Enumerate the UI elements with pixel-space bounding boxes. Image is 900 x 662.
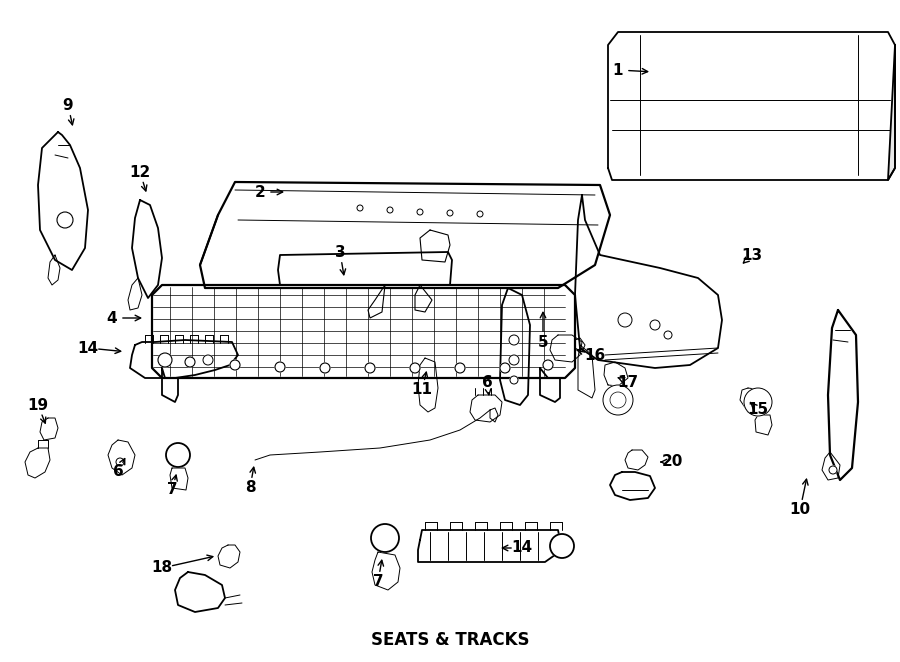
Circle shape	[447, 210, 453, 216]
Polygon shape	[575, 338, 585, 352]
Text: 15: 15	[747, 402, 769, 418]
Text: SEATS & TRACKS: SEATS & TRACKS	[371, 631, 529, 649]
Polygon shape	[470, 395, 502, 422]
Circle shape	[550, 534, 574, 558]
Circle shape	[455, 363, 465, 373]
Circle shape	[509, 335, 519, 345]
Circle shape	[158, 353, 172, 367]
Polygon shape	[418, 358, 438, 412]
Polygon shape	[368, 285, 385, 318]
Circle shape	[203, 355, 213, 365]
Polygon shape	[175, 572, 225, 612]
Text: 6: 6	[482, 375, 492, 389]
Text: 20: 20	[662, 455, 683, 469]
Circle shape	[477, 211, 483, 217]
Polygon shape	[608, 32, 895, 180]
Polygon shape	[372, 552, 400, 590]
Polygon shape	[888, 45, 895, 180]
Text: 13: 13	[742, 248, 762, 263]
Circle shape	[387, 207, 393, 213]
Text: 7: 7	[166, 483, 177, 498]
Polygon shape	[500, 288, 530, 405]
Circle shape	[618, 313, 632, 327]
Polygon shape	[218, 545, 240, 568]
Polygon shape	[578, 345, 595, 398]
Circle shape	[509, 355, 519, 365]
Polygon shape	[278, 252, 452, 285]
Polygon shape	[540, 368, 560, 402]
Circle shape	[116, 458, 124, 466]
Text: 9: 9	[63, 97, 73, 113]
Text: 18: 18	[151, 561, 173, 575]
Circle shape	[510, 376, 518, 384]
Circle shape	[650, 320, 660, 330]
Circle shape	[664, 331, 672, 339]
Circle shape	[500, 363, 510, 373]
Text: 14: 14	[511, 540, 533, 555]
Polygon shape	[575, 195, 722, 368]
Circle shape	[744, 388, 772, 416]
Polygon shape	[170, 468, 188, 490]
Circle shape	[230, 360, 240, 370]
Polygon shape	[418, 530, 562, 562]
Circle shape	[410, 363, 420, 373]
Polygon shape	[822, 452, 840, 480]
Text: 10: 10	[789, 502, 811, 518]
Circle shape	[417, 209, 423, 215]
Polygon shape	[420, 230, 450, 262]
Text: 17: 17	[617, 375, 639, 389]
Polygon shape	[162, 368, 178, 402]
Text: 12: 12	[130, 164, 150, 179]
Text: 16: 16	[584, 348, 606, 363]
Circle shape	[371, 524, 399, 552]
Circle shape	[166, 443, 190, 467]
Text: 3: 3	[335, 244, 346, 260]
Polygon shape	[132, 200, 162, 298]
Polygon shape	[40, 418, 58, 440]
Text: 4: 4	[107, 310, 117, 326]
Circle shape	[365, 363, 375, 373]
Polygon shape	[610, 472, 655, 500]
Polygon shape	[48, 255, 60, 285]
Polygon shape	[490, 408, 498, 422]
Polygon shape	[25, 448, 50, 478]
Polygon shape	[130, 340, 238, 378]
Text: 6: 6	[112, 465, 123, 479]
Text: 11: 11	[411, 383, 433, 397]
Polygon shape	[755, 415, 772, 435]
Circle shape	[357, 205, 363, 211]
Text: 8: 8	[245, 481, 256, 495]
Text: 14: 14	[77, 340, 99, 355]
Circle shape	[829, 466, 837, 474]
Circle shape	[275, 362, 285, 372]
Text: 1: 1	[613, 62, 623, 77]
Circle shape	[57, 212, 73, 228]
Circle shape	[543, 360, 553, 370]
Polygon shape	[415, 285, 432, 312]
Polygon shape	[38, 132, 88, 270]
Polygon shape	[128, 278, 142, 310]
Text: 19: 19	[27, 397, 49, 412]
Polygon shape	[604, 362, 628, 386]
Polygon shape	[108, 440, 135, 475]
Polygon shape	[625, 450, 648, 470]
Polygon shape	[152, 285, 575, 378]
Polygon shape	[550, 335, 582, 362]
Polygon shape	[200, 182, 610, 288]
Text: 7: 7	[373, 575, 383, 589]
Polygon shape	[828, 310, 858, 480]
Circle shape	[610, 392, 626, 408]
Text: 2: 2	[255, 185, 266, 199]
Circle shape	[185, 357, 195, 367]
Text: 5: 5	[537, 334, 548, 350]
Circle shape	[603, 385, 633, 415]
Circle shape	[320, 363, 330, 373]
Polygon shape	[740, 388, 765, 415]
